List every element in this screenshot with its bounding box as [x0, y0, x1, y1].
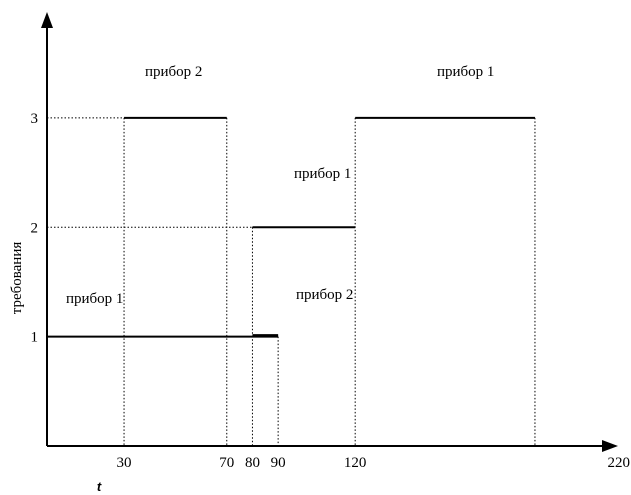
y-tick-labels: 1 2 3 [31, 111, 39, 346]
x-tick-label: 80 [245, 455, 260, 471]
segment-labels: прибор 1 прибор 2 прибор 1 прибор 2 прибор 1 [66, 64, 494, 307]
guide-lines [47, 117, 536, 446]
y-axis-arrow-icon [41, 12, 53, 28]
segment-label: прибор 1 [66, 291, 123, 307]
demand-segments [47, 116, 535, 338]
x-tick-label: 90 [271, 455, 286, 471]
segment-label: прибор 2 [296, 287, 353, 303]
x-tick-label: 220 [608, 455, 631, 471]
y-tick-label: 3 [31, 111, 39, 127]
segment-label: прибор 2 [145, 64, 202, 80]
x-tick-labels: 30 70 80 90 120 220 [117, 455, 630, 471]
x-tick-label: 120 [344, 455, 367, 471]
segment-label: прибор 1 [294, 166, 351, 182]
y-tick-label: 2 [31, 220, 39, 236]
x-tick-label: 30 [117, 455, 132, 471]
y-axis-title: требования [9, 242, 25, 315]
x-axis-arrow-icon [602, 440, 618, 452]
segment-label: прибор 1 [437, 64, 494, 80]
x-tick-label: 70 [219, 455, 234, 471]
y-tick-label: 1 [31, 330, 39, 346]
x-axis-title: t [97, 479, 102, 494]
